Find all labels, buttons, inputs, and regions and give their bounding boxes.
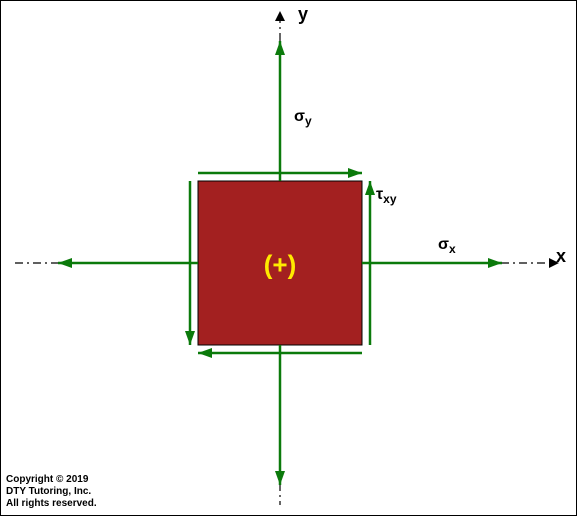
tau-xy-label: τxy [376, 186, 397, 206]
sigma-y-label: σy [294, 108, 312, 128]
copyright-line3: All rights reserved. [6, 498, 97, 510]
x-axis-label: x [556, 246, 566, 267]
y-axis-label: y [298, 4, 308, 25]
copyright-line2: DTY Tutoring, Inc. [6, 486, 97, 498]
copyright-line1: Copyright © 2019 [6, 474, 97, 486]
copyright-block: Copyright © 2019 DTY Tutoring, Inc. All … [6, 474, 97, 510]
center-sign: (+) [264, 250, 297, 281]
sigma-x-label: σx [438, 236, 456, 256]
